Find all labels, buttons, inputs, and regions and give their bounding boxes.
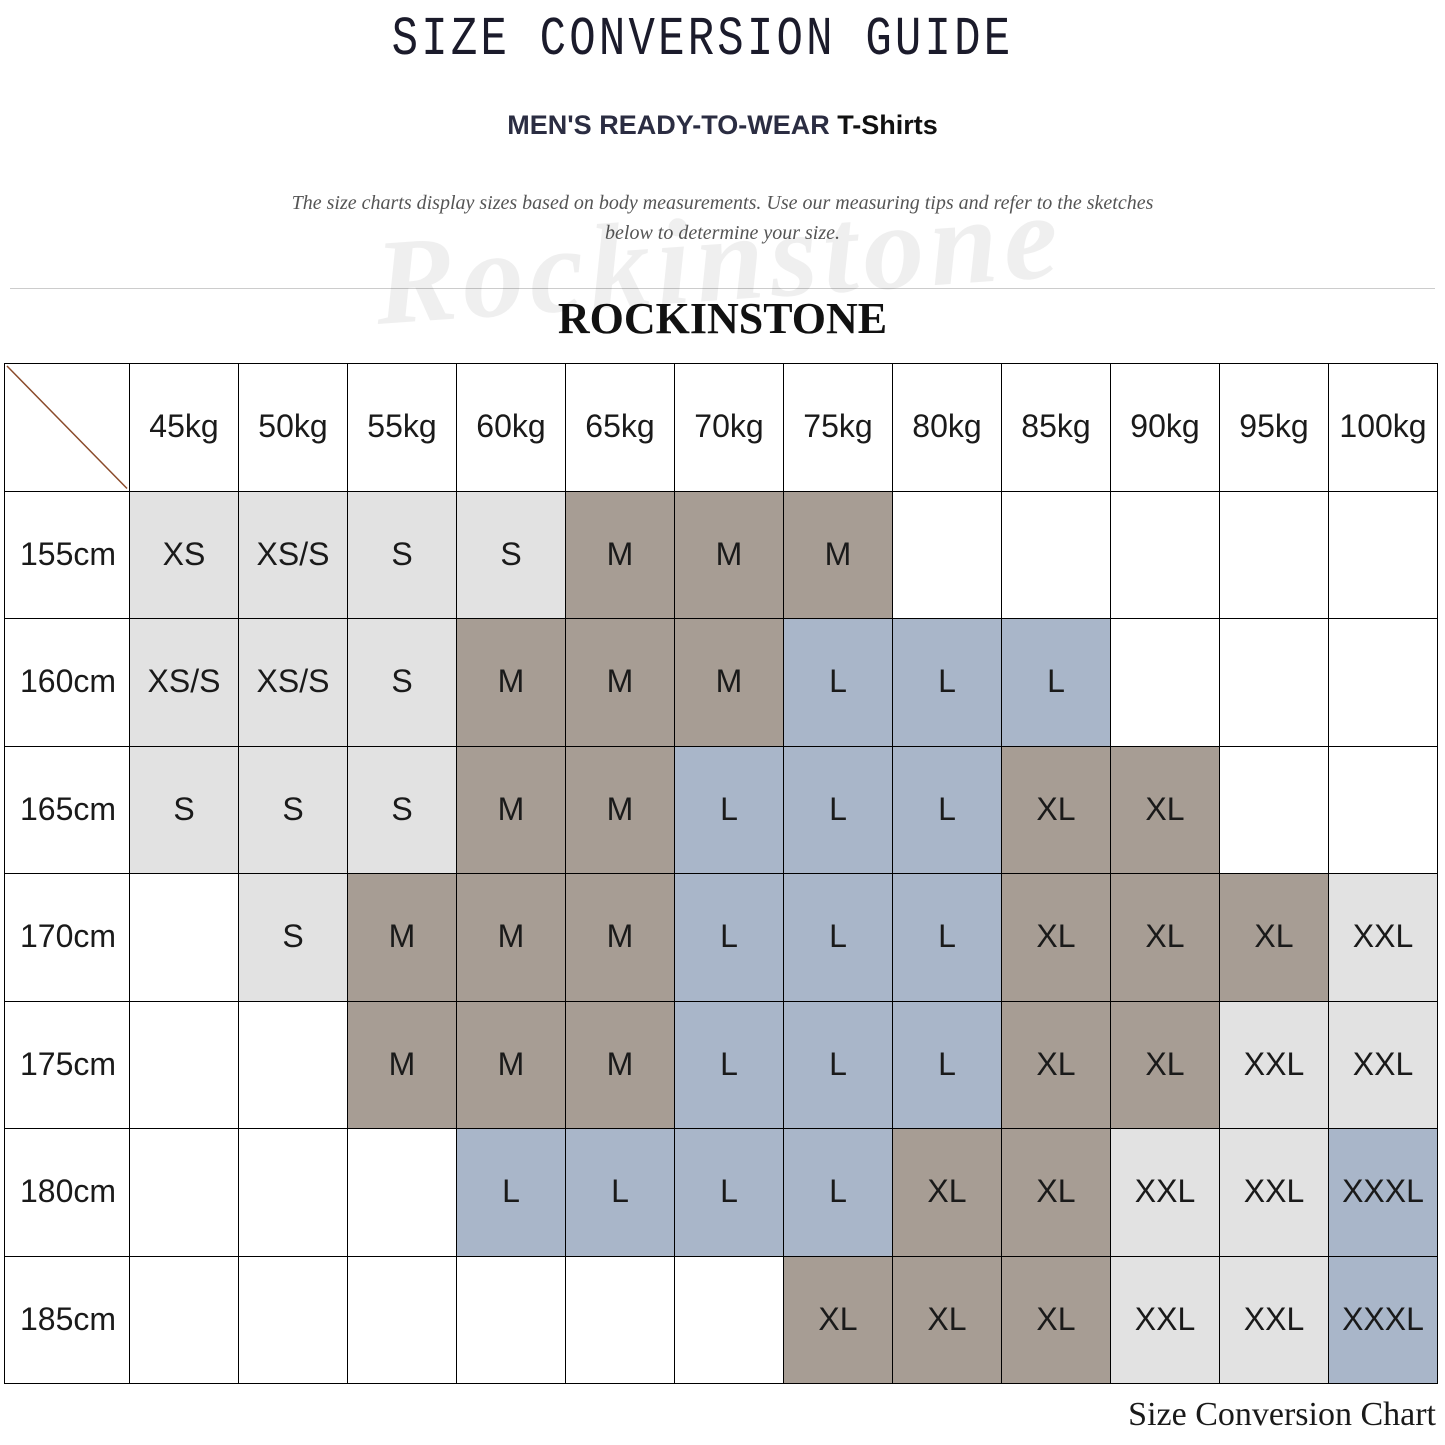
svg-text:Rockinstone: Rockinstone bbox=[369, 168, 1067, 351]
